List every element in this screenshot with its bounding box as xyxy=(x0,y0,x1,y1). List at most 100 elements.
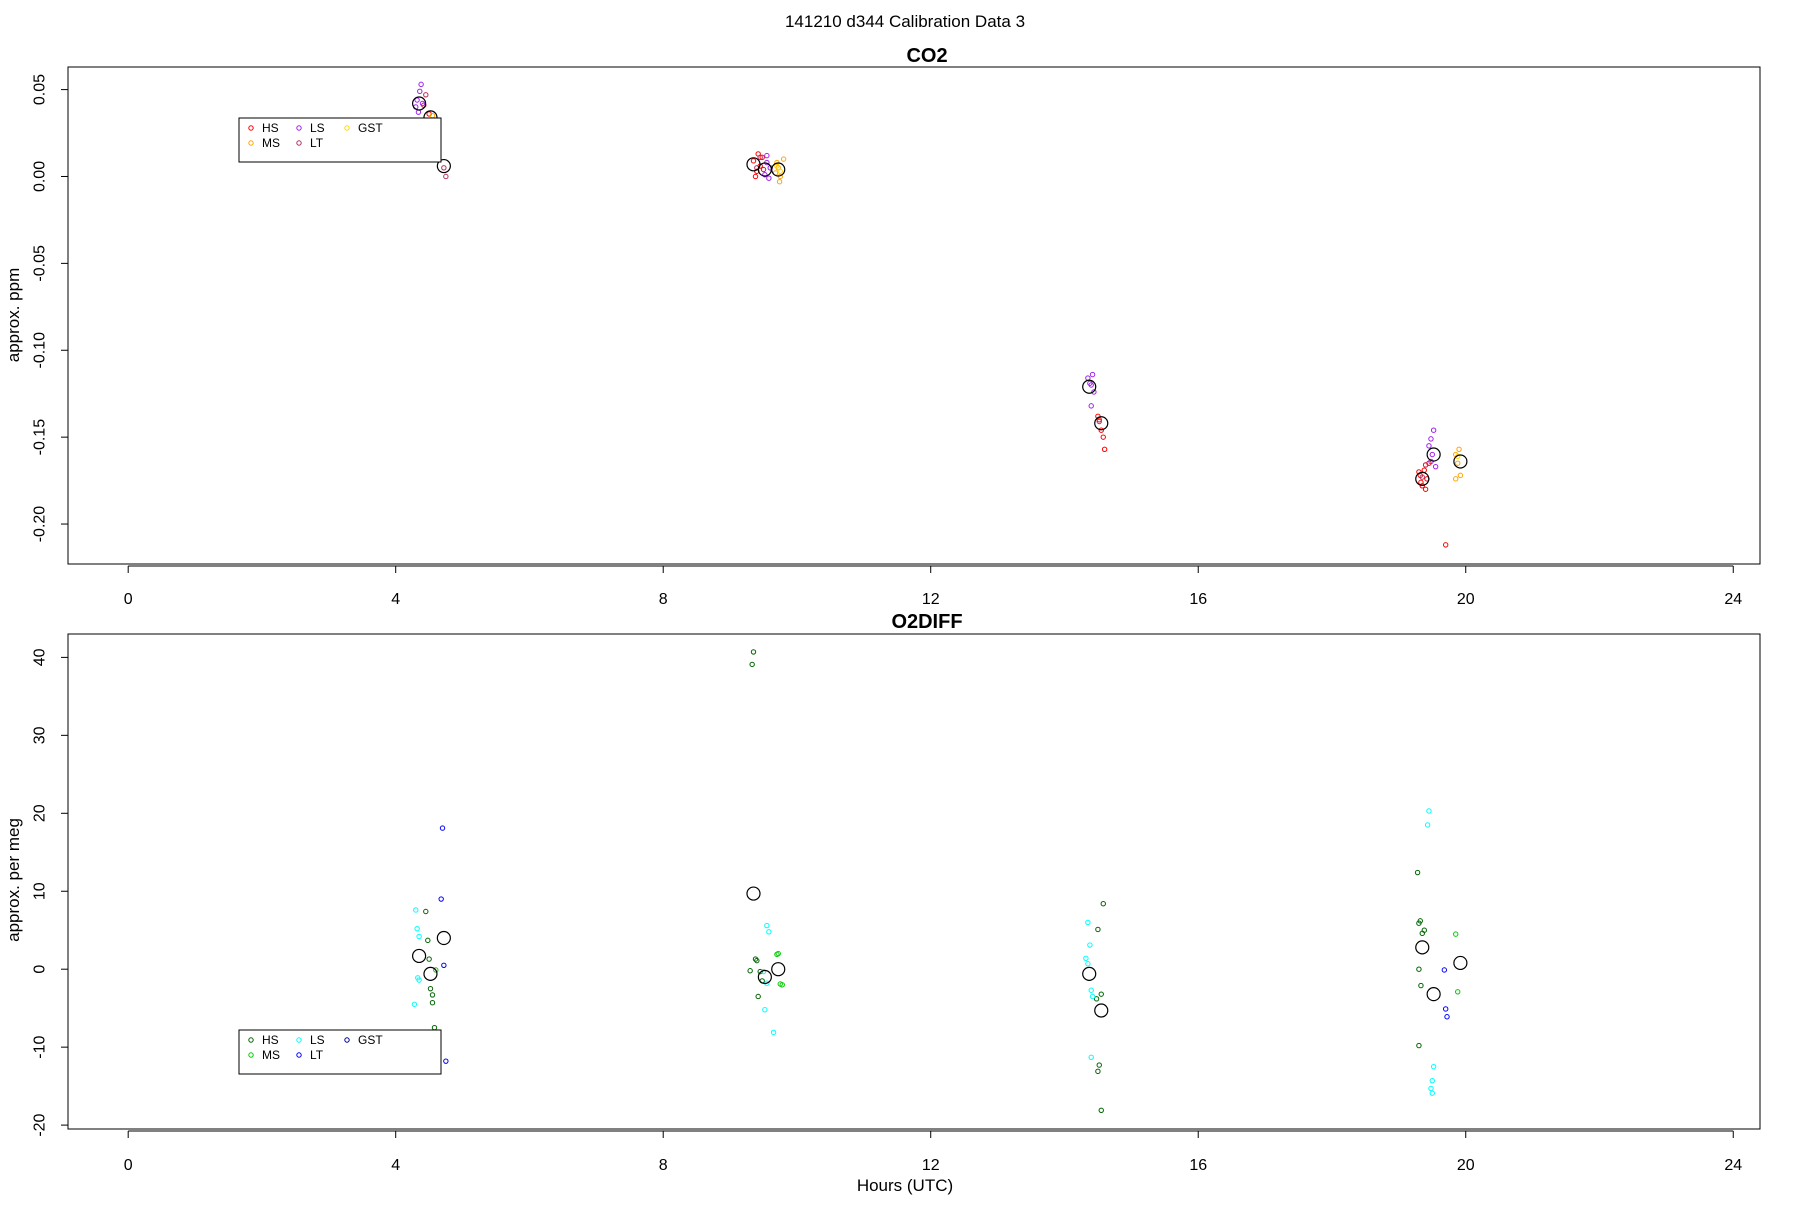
x-axis-label: Hours (UTC) xyxy=(857,1176,953,1195)
co2-mean-marker xyxy=(436,158,451,174)
co2-point-hs xyxy=(1100,434,1106,440)
co2-x-tick-label: 24 xyxy=(1724,591,1742,608)
o2diff-point-hs xyxy=(427,985,434,992)
o2diff-point-hs xyxy=(750,649,757,655)
co2-point-gst xyxy=(777,168,783,174)
o2diff-point-lt xyxy=(441,962,447,968)
o2diff-point-lt xyxy=(438,896,444,902)
o2diff-point-hs xyxy=(1098,1107,1104,1113)
o2diff-point-hs xyxy=(1416,966,1422,972)
o2diff-point-hs xyxy=(1414,869,1421,876)
co2-point-ls xyxy=(1088,403,1094,409)
co2-point-ls xyxy=(1432,463,1439,470)
co2-data-points xyxy=(412,81,1468,548)
o2diff-mean-marker xyxy=(412,948,427,964)
co2-panel: CO2 approx. ppm 0.05 0.00 -0.05 -0.10 -0.15 -… xyxy=(4,45,1761,608)
o2diff-mean-marker xyxy=(1415,940,1430,955)
o2diff-point-ms xyxy=(1455,989,1461,995)
co2-legend-marker-lt xyxy=(296,140,302,146)
o2diff-point-lt xyxy=(443,1058,449,1064)
co2-point-lt xyxy=(441,165,447,171)
o2diff-legend-label-lt: LT xyxy=(310,1048,324,1062)
co2-y-tick-label: -0.10 xyxy=(32,332,49,369)
co2-point-lt xyxy=(1419,474,1425,480)
co2-point-ls xyxy=(1089,371,1096,378)
o2diff-x-tick-label: 8 xyxy=(659,1157,668,1174)
o2diff-mean-marker xyxy=(757,969,772,985)
co2-legend-marker-ms xyxy=(248,140,254,146)
o2diff-point-ls xyxy=(1424,822,1431,828)
co2-point-lt xyxy=(1422,462,1429,468)
co2-point-hs xyxy=(759,154,765,161)
o2diff-point-ls xyxy=(1429,1090,1436,1096)
o2diff-point-hs xyxy=(426,956,432,962)
o2diff-point-ls xyxy=(1088,987,1094,993)
co2-legend-label-lt: LT xyxy=(310,136,324,150)
o2diff-mean-marker xyxy=(423,966,438,981)
o2diff-point-ls xyxy=(1429,1077,1436,1084)
co2-y-tick-label: -0.15 xyxy=(32,419,49,456)
o2diff-point-ms xyxy=(1453,931,1459,937)
o2diff-point-lt xyxy=(1441,967,1448,973)
co2-y-tick-label: -0.05 xyxy=(32,245,49,282)
o2diff-x-axis: 0 4 8 12 16 20 24 xyxy=(124,1130,1742,1174)
co2-legend-marker-gst xyxy=(344,125,350,131)
co2-point-hs xyxy=(760,166,767,173)
co2-x-tick-label: 4 xyxy=(391,591,400,608)
o2diff-point-hs xyxy=(1417,918,1423,924)
o2diff-point-hs xyxy=(431,1024,438,1031)
o2diff-legend-label-hs: HS xyxy=(262,1033,279,1047)
co2-legend-marker-hs xyxy=(248,125,254,131)
o2diff-point-ls xyxy=(770,1029,777,1036)
o2diff-mean-marker xyxy=(771,962,786,977)
o2diff-point-ls xyxy=(1085,919,1091,926)
o2diff-y-tick-label: 10 xyxy=(32,882,49,900)
o2diff-point-ls xyxy=(1087,942,1093,948)
o2diff-mean-marker xyxy=(1094,1003,1109,1018)
co2-point-ms xyxy=(776,178,783,185)
o2diff-y-tick-label: 20 xyxy=(32,804,49,822)
o2diff-y-tick-label: 0 xyxy=(32,965,49,974)
o2diff-point-hs xyxy=(429,1000,436,1006)
o2diff-mean-marker xyxy=(1453,955,1468,971)
co2-y-axis: 0.05 0.00 -0.05 -0.10 -0.15 -0.20 xyxy=(32,74,69,542)
o2diff-point-ls xyxy=(1083,955,1089,961)
co2-point-ls xyxy=(1429,451,1436,458)
co2-mean-marker xyxy=(746,157,761,172)
co2-y-tick-label: 0.05 xyxy=(32,74,49,105)
co2-point-lt xyxy=(443,173,449,180)
o2diff-y-tick-label: 40 xyxy=(32,648,49,666)
co2-panel-title: CO2 xyxy=(906,45,947,67)
o2diff-point-ls xyxy=(414,925,420,932)
o2diff-legend-marker-gst xyxy=(344,1037,350,1043)
o2diff-point-lt xyxy=(1442,1006,1449,1012)
co2-y-tick-label: -0.20 xyxy=(32,506,49,543)
o2diff-point-ls xyxy=(1430,1063,1437,1070)
o2diff-point-hs xyxy=(1098,991,1104,997)
o2diff-legend-marker-ls xyxy=(296,1037,302,1043)
o2diff-point-lt xyxy=(439,825,446,831)
co2-point-hs xyxy=(750,158,757,164)
o2diff-point-hs xyxy=(747,968,753,974)
o2diff-legend-marker-ms xyxy=(248,1052,254,1058)
co2-point-ms xyxy=(1455,460,1461,466)
o2diff-point-ms xyxy=(433,967,439,973)
o2diff-point-ls xyxy=(413,907,419,913)
co2-legend-label-ls: LS xyxy=(310,121,325,135)
co2-legend-label-hs: HS xyxy=(262,121,279,135)
co2-point-lt xyxy=(423,92,429,98)
co2-point-hs xyxy=(752,173,759,180)
o2diff-point-ms xyxy=(775,950,781,957)
co2-point-ls xyxy=(1091,389,1097,395)
co2-point-lt xyxy=(757,154,763,161)
co2-point-hs xyxy=(1422,486,1429,492)
o2diff-y-tick-label: -10 xyxy=(32,1035,49,1058)
co2-point-hs xyxy=(1421,467,1427,473)
o2diff-point-hs xyxy=(1100,901,1106,907)
o2diff-point-hs xyxy=(425,937,431,944)
o2diff-x-tick-label: 16 xyxy=(1189,1157,1207,1174)
co2-point-ls xyxy=(1426,443,1432,449)
